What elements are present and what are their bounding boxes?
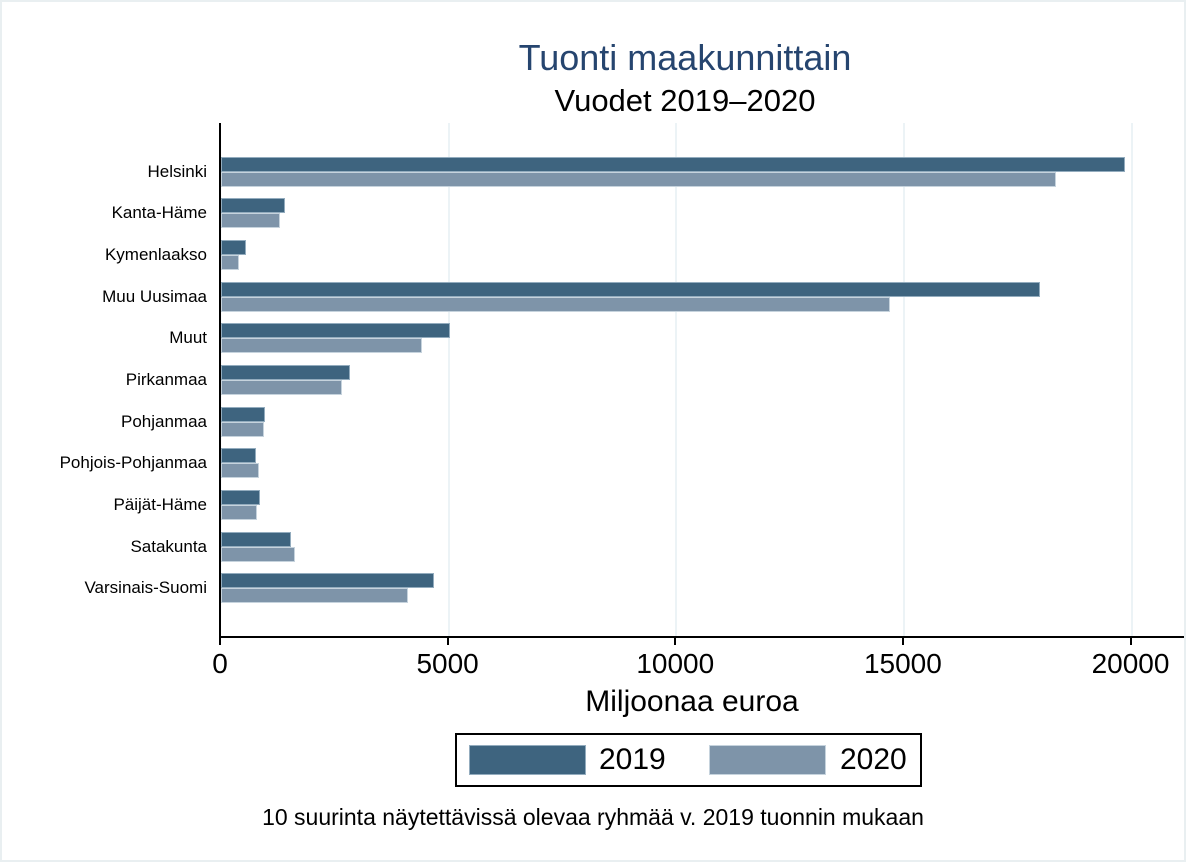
x-tick-label: 10000 <box>636 648 715 679</box>
category-label: Satakunta <box>130 536 207 556</box>
bar-2019 <box>221 198 285 214</box>
bar-2020 <box>221 338 422 354</box>
bar-2020 <box>221 504 258 520</box>
bar-2020 <box>221 296 891 312</box>
category-label: Helsinki <box>147 161 207 181</box>
bar-2019 <box>221 448 257 464</box>
x-tick <box>901 636 904 645</box>
chart-title: Tuonti maakunnittain <box>518 37 852 78</box>
x-tick-label: 20000 <box>1091 648 1170 679</box>
gridline <box>675 123 678 636</box>
bar-2020 <box>221 380 343 395</box>
bar-2019 <box>221 406 266 422</box>
category-label: Päijät-Häme <box>113 494 207 514</box>
x-tick-label: 0 <box>212 648 228 679</box>
legend-swatch-2019 <box>469 745 586 775</box>
legend: 2019 2020 <box>455 733 922 787</box>
bar-2020 <box>221 171 1057 187</box>
category-label: Kanta-Häme <box>111 203 207 223</box>
x-tick-label: 15000 <box>863 648 942 679</box>
chart-subtitle: Vuodet 2019–2020 <box>554 83 816 118</box>
category-label: Pohjanmaa <box>120 411 207 431</box>
x-tick <box>446 636 449 645</box>
gridline <box>1130 123 1133 636</box>
bar-2020 <box>221 546 295 562</box>
x-axis-title: Miljoonaa euroa <box>585 685 799 718</box>
gridline <box>447 123 450 636</box>
bar-2019 <box>221 156 1125 172</box>
gridline <box>902 123 905 636</box>
legend-swatch-2020 <box>709 745 826 775</box>
bar-2019 <box>221 489 260 505</box>
category-label: Pirkanmaa <box>125 370 207 389</box>
bar-2019 <box>221 531 292 547</box>
category-label: Muu Uusimaa <box>102 286 207 306</box>
bar-2019 <box>221 240 247 256</box>
bar-2020 <box>221 255 240 271</box>
bar-2020 <box>221 588 408 604</box>
bar-2019 <box>221 573 434 589</box>
plot-area <box>219 123 1184 638</box>
chart-note: 10 suurinta näytettävissä olevaa ryhmää … <box>262 804 924 830</box>
x-tick <box>674 636 677 645</box>
bar-2019 <box>221 281 1041 297</box>
category-label: Kymenlaakso <box>104 245 207 265</box>
legend-label-2019: 2019 <box>599 743 666 776</box>
bar-2019 <box>221 365 351 380</box>
category-label: Muut <box>169 328 207 348</box>
legend-label-2020: 2020 <box>840 743 907 776</box>
category-label: Pohjois-Pohjanmaa <box>59 453 207 473</box>
bar-2020 <box>221 421 264 437</box>
x-tick-label: 5000 <box>416 648 479 679</box>
x-tick <box>1129 636 1132 645</box>
bar-2019 <box>221 323 450 339</box>
bar-2020 <box>221 213 281 229</box>
category-label: Varsinais-Suomi <box>84 578 207 598</box>
bar-2020 <box>221 463 259 479</box>
x-tick <box>219 636 221 645</box>
